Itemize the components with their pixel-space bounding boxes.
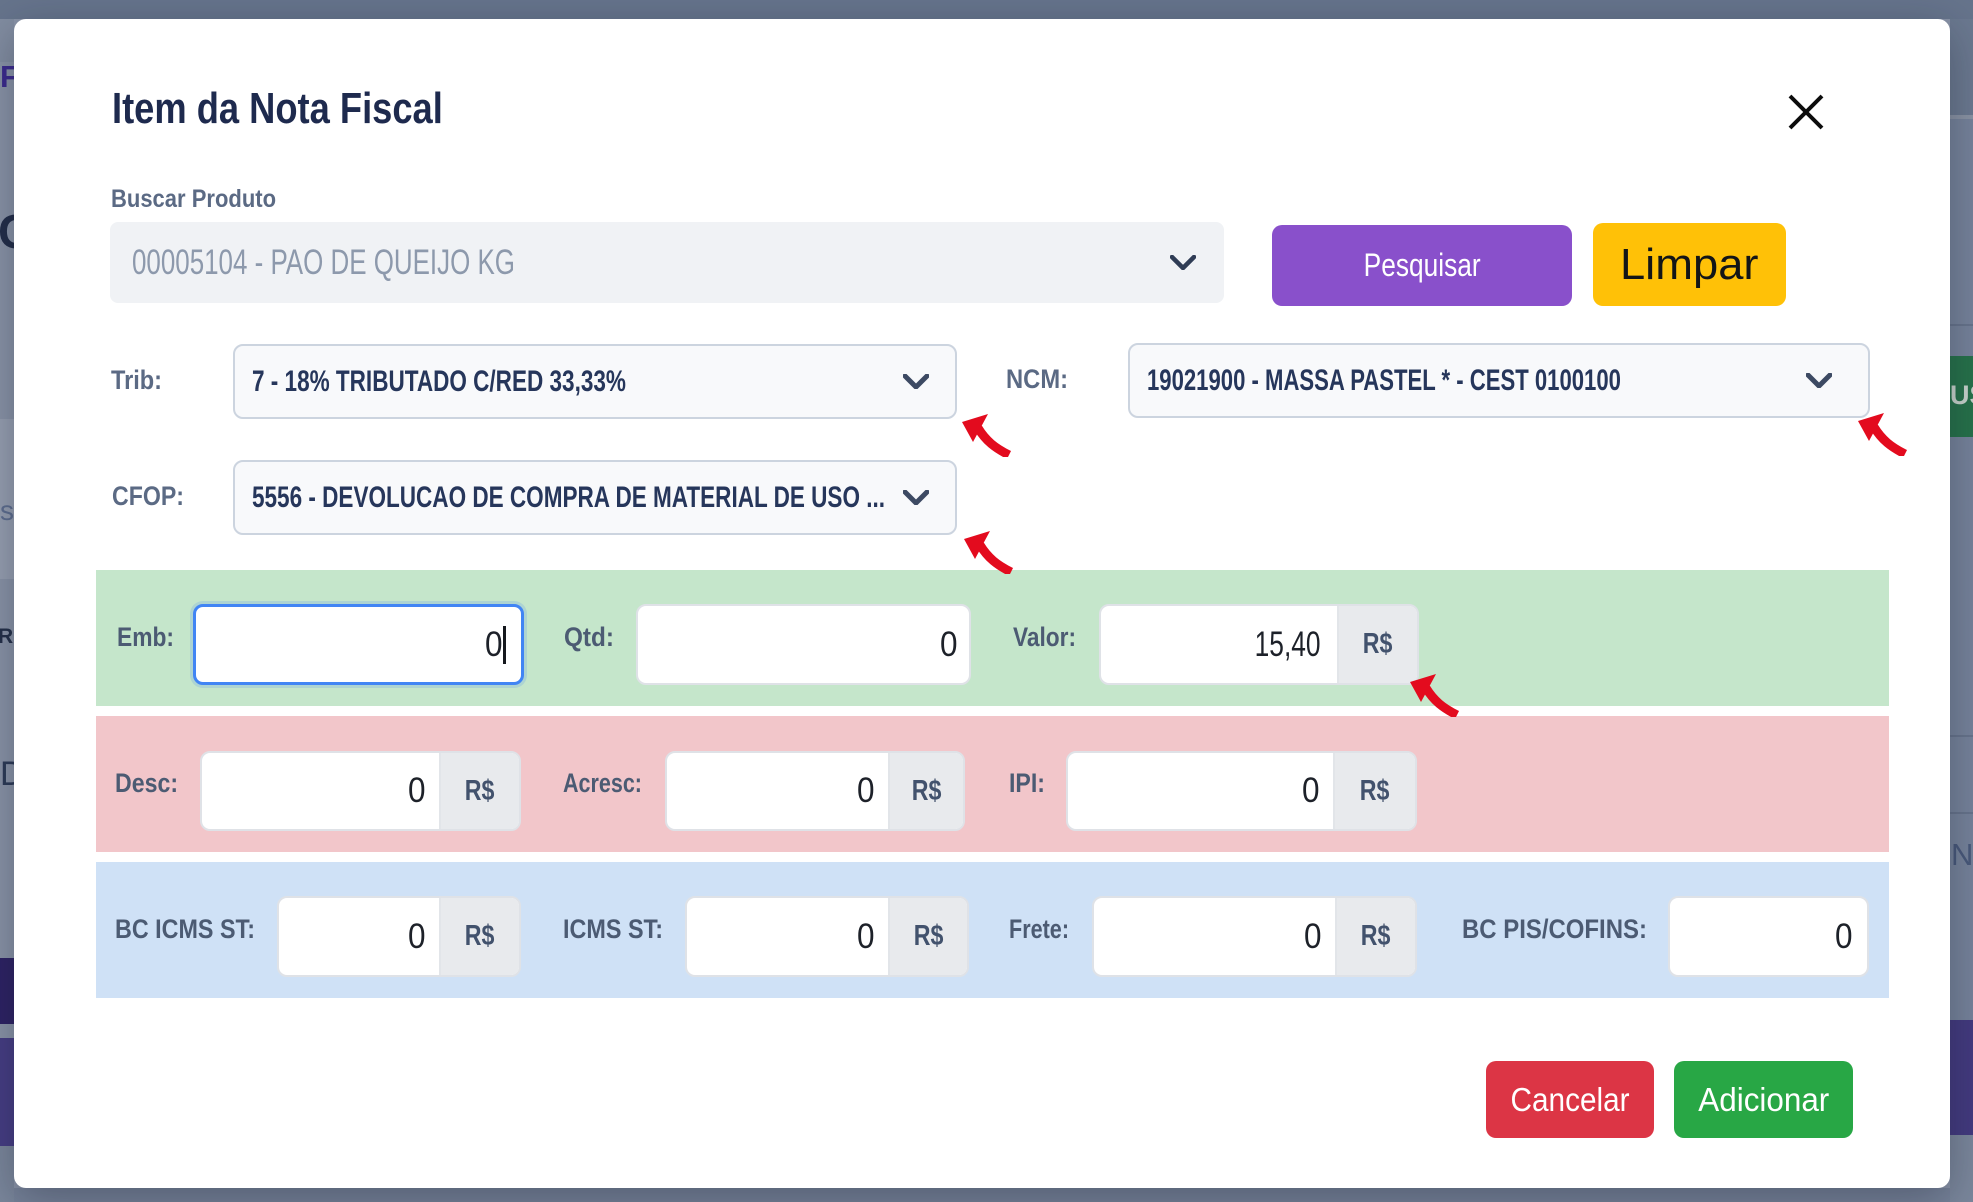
emb-label: Emb: xyxy=(117,622,174,652)
backdrop-badge-us: US xyxy=(1950,380,1973,410)
cfop-select[interactable]: 5556 - DEVOLUCAO DE COMPRA DE MATERIAL D… xyxy=(233,460,957,535)
bc-icms-st-value: 0 xyxy=(407,916,425,956)
backdrop-right-sliver: US No xyxy=(1950,19,1973,1202)
ipi-input-group[interactable]: 0 R$ xyxy=(1066,751,1417,831)
search-button[interactable]: Pesquisar xyxy=(1272,225,1572,306)
search-product-label: Buscar Produto xyxy=(111,185,277,213)
acresc-label: Acresc: xyxy=(563,768,642,798)
chevron-down-icon xyxy=(1806,373,1832,388)
chevron-down-icon xyxy=(1170,255,1196,270)
emb-input[interactable]: 0 xyxy=(193,604,524,685)
icms-st-currency-suffix: R$ xyxy=(913,920,944,952)
qtd-value: 0 xyxy=(939,624,957,664)
bc-icms-st-input-group[interactable]: 0 R$ xyxy=(277,896,521,977)
ncm-select[interactable]: 19021900 - MASSA PASTEL * - CEST 0100100 xyxy=(1128,343,1870,418)
bc-pis-cofins-label: BC PIS/COFINS: xyxy=(1462,914,1647,944)
ipi-value: 0 xyxy=(1301,771,1319,810)
chevron-down-icon xyxy=(903,374,929,389)
bc-pis-cofins-value: 0 xyxy=(1834,916,1852,956)
backdrop-right-band xyxy=(1950,1135,1973,1202)
icms-st-label: ICMS ST: xyxy=(563,914,664,944)
desc-input-group[interactable]: 0 R$ xyxy=(200,751,521,831)
acresc-value: 0 xyxy=(856,771,874,810)
close-button[interactable] xyxy=(1782,89,1830,137)
add-button[interactable]: Adicionar xyxy=(1674,1061,1853,1138)
close-icon xyxy=(1788,94,1824,129)
frete-currency-suffix: R$ xyxy=(1361,920,1391,952)
backdrop-right-line xyxy=(1950,115,1973,119)
backdrop-purple-bar xyxy=(0,1038,14,1146)
product-select-value: 00005104 - PAO DE QUEIJO KG xyxy=(132,242,515,282)
bc-pis-cofins-input[interactable]: 0 xyxy=(1668,896,1869,977)
backdrop-purple-bar xyxy=(0,958,14,1024)
backdrop-top-strip xyxy=(0,0,1973,19)
acresc-currency-suffix: R$ xyxy=(911,774,942,807)
backdrop-right-band xyxy=(1950,19,1973,115)
valor-currency-suffix: R$ xyxy=(1363,628,1393,660)
backdrop-purple-bar xyxy=(1950,1020,1973,1135)
backdrop-right-line xyxy=(1950,735,1973,737)
annotation-arrow-icon xyxy=(1858,413,1908,456)
trib-select-value: 7 - 18% TRIBUTADO C/RED 33,33% xyxy=(252,364,626,398)
annotation-arrow-icon xyxy=(962,414,1012,457)
desc-value: 0 xyxy=(407,771,425,810)
backdrop-right-line xyxy=(1950,324,1973,326)
backdrop-right-line xyxy=(1950,812,1973,814)
backdrop-status-badge: US xyxy=(1950,356,1973,437)
backdrop-left-band xyxy=(0,19,14,62)
bc-icms-st-label: BC ICMS ST: xyxy=(115,914,255,944)
trib-label: Trib: xyxy=(111,365,163,395)
ipi-currency-suffix: R$ xyxy=(1360,774,1390,807)
backdrop-left-band xyxy=(0,1146,14,1202)
ncm-select-value: 19021900 - MASSA PASTEL * - CEST 0100100 xyxy=(1147,363,1621,397)
qtd-input[interactable]: 0 xyxy=(636,604,971,685)
item-nota-fiscal-modal: Item da Nota Fiscal Buscar Produto 00005… xyxy=(14,19,1950,1188)
valor-input-group[interactable]: 15,40 R$ xyxy=(1099,604,1419,685)
backdrop-letter-c: C xyxy=(0,205,14,260)
backdrop-letter-rc: RC xyxy=(0,625,14,648)
valor-value: 15,40 xyxy=(1255,624,1321,664)
backdrop-bottom-strip xyxy=(14,1188,1950,1202)
frete-value: 0 xyxy=(1303,916,1321,956)
backdrop-letter-s: s xyxy=(0,495,14,526)
icms-st-input-group[interactable]: 0 R$ xyxy=(685,896,969,977)
chevron-down-icon xyxy=(903,490,929,505)
ncm-label: NCM: xyxy=(1006,364,1069,394)
clear-button[interactable]: Limpar xyxy=(1593,223,1786,306)
frete-input-group[interactable]: 0 R$ xyxy=(1092,896,1417,977)
text-cursor xyxy=(503,625,506,664)
acresc-input-group[interactable]: 0 R$ xyxy=(665,751,965,831)
product-select[interactable]: 00005104 - PAO DE QUEIJO KG xyxy=(110,222,1224,303)
desc-label: Desc: xyxy=(115,768,179,798)
backdrop-left-sliver: F C s RC D xyxy=(0,19,14,1202)
emb-value: 0 xyxy=(484,624,502,664)
annotation-arrow-icon xyxy=(1410,674,1460,717)
icms-st-value: 0 xyxy=(856,916,874,956)
backdrop-letter-f: F xyxy=(0,59,14,94)
cfop-label: CFOP: xyxy=(112,481,184,511)
backdrop-letter-d: D xyxy=(0,755,14,793)
bc-icms-st-currency-suffix: R$ xyxy=(465,920,495,952)
annotation-arrow-icon xyxy=(964,531,1014,574)
trib-select[interactable]: 7 - 18% TRIBUTADO C/RED 33,33% xyxy=(233,344,957,419)
backdrop-text-no: No xyxy=(1951,837,1973,872)
frete-label: Frete: xyxy=(1009,914,1070,944)
ipi-label: IPI: xyxy=(1009,768,1046,798)
cancel-button[interactable]: Cancelar xyxy=(1486,1061,1654,1138)
valor-label: Valor: xyxy=(1013,622,1077,652)
qtd-label: Qtd: xyxy=(564,622,614,652)
cfop-select-value: 5556 - DEVOLUCAO DE COMPRA DE MATERIAL D… xyxy=(252,480,886,514)
desc-currency-suffix: R$ xyxy=(465,774,495,807)
modal-title: Item da Nota Fiscal xyxy=(112,84,443,133)
backdrop-left-band xyxy=(0,419,14,579)
